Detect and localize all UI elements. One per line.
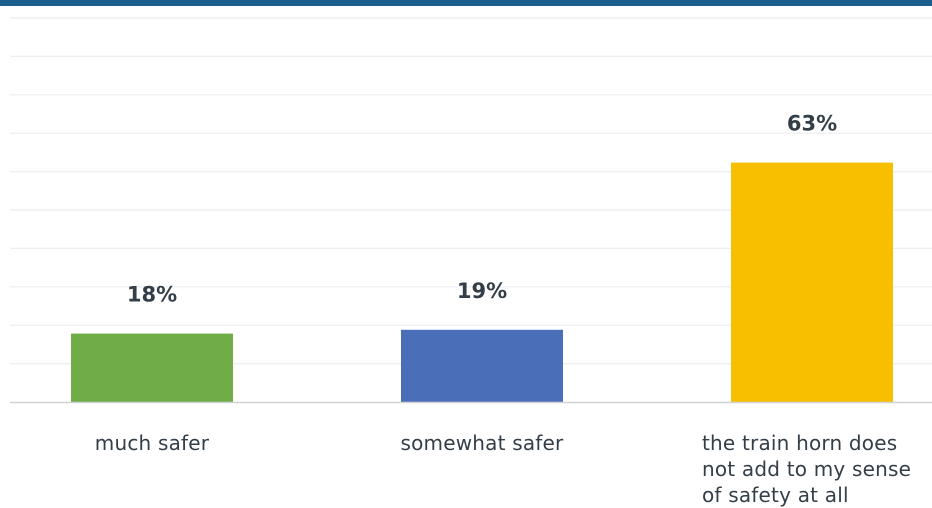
bar-3 (731, 162, 893, 402)
value-label-2: 19% (457, 279, 507, 303)
category-label-much-safer: much safer (94, 431, 210, 455)
value-label-3: 63% (787, 112, 837, 136)
bars (71, 162, 893, 402)
data-labels: 18% 19% 63% (127, 112, 837, 307)
category-label-somewhat-safer: somewhat safer (400, 431, 564, 455)
bar-2 (401, 329, 563, 402)
value-label-1: 18% (127, 283, 177, 307)
bar-1 (71, 333, 233, 402)
category-label-no-added-safety: the train horn does not add to my sense … (702, 431, 912, 507)
header-band (0, 0, 932, 6)
